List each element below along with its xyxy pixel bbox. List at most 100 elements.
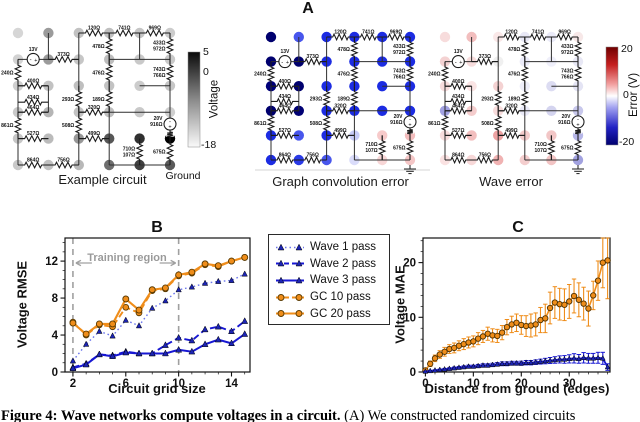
svg-text:107Ω: 107Ω (535, 148, 547, 154)
svg-text:20V: 20V (562, 114, 572, 120)
svg-text:20: 20 (515, 378, 528, 390)
svg-text:+: + (576, 122, 579, 128)
voltage-colorbar (187, 51, 201, 148)
svg-text:+: + (168, 125, 171, 131)
voltage-source-13v: - +13V (278, 49, 292, 69)
series-gc-20-pass (69, 253, 249, 338)
svg-text:766Ω: 766Ω (393, 74, 405, 80)
series-wave-1-pass (69, 270, 248, 364)
circuit-node (439, 31, 451, 43)
svg-text:756Ω: 756Ω (479, 153, 491, 159)
svg-text:464Ω: 464Ω (452, 103, 464, 109)
svg-text:743Ω: 743Ω (153, 67, 165, 73)
training-region-arrows (75, 259, 176, 267)
panel-a-label: A (302, 0, 314, 17)
svg-text:120Ω: 120Ω (505, 30, 517, 36)
svg-text:120Ω: 120Ω (334, 30, 346, 36)
plot-b: 2 6 10 14 0 4 8 12 (45, 237, 251, 390)
series-wave (422, 351, 611, 374)
svg-text:434Ω: 434Ω (452, 94, 464, 100)
svg-text:320Ω: 320Ω (88, 105, 100, 111)
panel-b-label: B (151, 219, 163, 236)
voltage-colorbar-label: Voltage (208, 79, 221, 119)
legend-sample-triangle (276, 243, 304, 251)
svg-text:916Ω: 916Ω (390, 120, 402, 126)
svg-text:20V: 20V (154, 116, 164, 122)
caption-rest: (A) We constructed randomized circuits (340, 408, 576, 422)
error-colorbar-tick-mid: 0 (623, 89, 629, 101)
svg-text:527Ω: 527Ω (27, 131, 39, 137)
caption-bold: Figure 4: Wave networks compute voltages… (1, 408, 341, 422)
plot-b-legend: Wave 1 pass Wave 2 pass Wave 3 pass GC 10 p… (268, 234, 390, 325)
svg-text:675Ω: 675Ω (561, 146, 573, 152)
svg-text:527Ω: 527Ω (452, 128, 464, 134)
svg-text:10: 10 (403, 312, 416, 324)
svg-text:766Ω: 766Ω (153, 73, 165, 79)
svg-text:20V: 20V (394, 114, 404, 120)
svg-text:0: 0 (410, 367, 416, 379)
svg-text:240Ω: 240Ω (428, 72, 440, 78)
legend-sample-circle (276, 310, 304, 318)
svg-text:+: + (408, 122, 411, 128)
svg-text:10: 10 (172, 378, 185, 390)
series-gc (422, 237, 611, 374)
figure-caption: Figure 4: Wave networks compute voltages… (1, 408, 575, 422)
svg-text:710Ω: 710Ω (123, 146, 135, 152)
series-wave-3-pass (69, 330, 249, 371)
error-colorbar-label: Error (V) (628, 72, 640, 118)
training-region-label: Training region (87, 252, 167, 264)
svg-text:478Ω: 478Ω (508, 47, 520, 53)
voltage-source-13v: - +13V (26, 47, 40, 66)
svg-text:864Ω: 864Ω (27, 158, 39, 164)
svg-text:12: 12 (45, 256, 58, 268)
svg-text:8: 8 (52, 293, 59, 305)
svg-text:373Ω: 373Ω (57, 52, 69, 58)
svg-text:710Ω: 710Ω (365, 142, 377, 148)
legend-label: Wave 1 pass (310, 241, 377, 254)
plot-c-xlabel: Distance from ground (edges) (424, 381, 610, 396)
ground-label: Ground (165, 170, 201, 182)
svg-text:864Ω: 864Ω (452, 153, 464, 159)
svg-text:320Ω: 320Ω (334, 103, 346, 109)
svg-text:969Ω: 969Ω (559, 30, 571, 36)
svg-text:916Ω: 916Ω (150, 122, 162, 128)
svg-text:527Ω: 527Ω (279, 128, 291, 134)
svg-text:373Ω: 373Ω (307, 54, 319, 60)
svg-text:972Ω: 972Ω (393, 50, 405, 56)
plot-c: 0 10 20 30 0 10 20 (403, 237, 611, 390)
svg-text:13V: 13V (280, 49, 290, 55)
svg-text:13V: 13V (454, 49, 464, 55)
svg-text:464Ω: 464Ω (279, 103, 291, 109)
svg-text:476Ω: 476Ω (338, 72, 350, 78)
voltage-colorbar-tick-bottom: -18 (201, 139, 217, 151)
svg-text:30: 30 (563, 378, 576, 390)
svg-text:433Ω: 433Ω (153, 41, 165, 47)
legend-label: Wave 3 pass (310, 274, 377, 287)
svg-text:4: 4 (52, 330, 59, 342)
svg-text:13V: 13V (29, 47, 39, 53)
error-colorbar-tick-top: 20 (621, 43, 633, 55)
svg-text:433Ω: 433Ω (561, 44, 573, 50)
legend-item: Wave 2 pass (275, 256, 385, 273)
svg-text:969Ω: 969Ω (149, 26, 161, 32)
example-circuit-title: Example circuit (58, 172, 147, 187)
svg-text:120Ω: 120Ω (88, 26, 100, 32)
legend-item: Wave 3 pass (275, 272, 385, 289)
svg-text:741Ω: 741Ω (532, 30, 544, 36)
svg-text:240Ω: 240Ω (1, 70, 13, 76)
graph-convolution-error-title: Graph convolution error (272, 174, 409, 189)
svg-text:240Ω: 240Ω (254, 72, 266, 78)
svg-text:478Ω: 478Ω (338, 47, 350, 53)
voltage-source-13v: - +13V (451, 49, 465, 69)
error-colorbar (605, 46, 619, 146)
svg-text:741Ω: 741Ω (118, 26, 130, 32)
svg-text:+: + (286, 60, 289, 66)
svg-text:861Ω: 861Ω (254, 121, 266, 127)
svg-text:864Ω: 864Ω (279, 153, 291, 159)
svg-text:756Ω: 756Ω (57, 158, 69, 164)
svg-text:675Ω: 675Ω (393, 146, 405, 152)
ground-symbol (572, 165, 584, 175)
